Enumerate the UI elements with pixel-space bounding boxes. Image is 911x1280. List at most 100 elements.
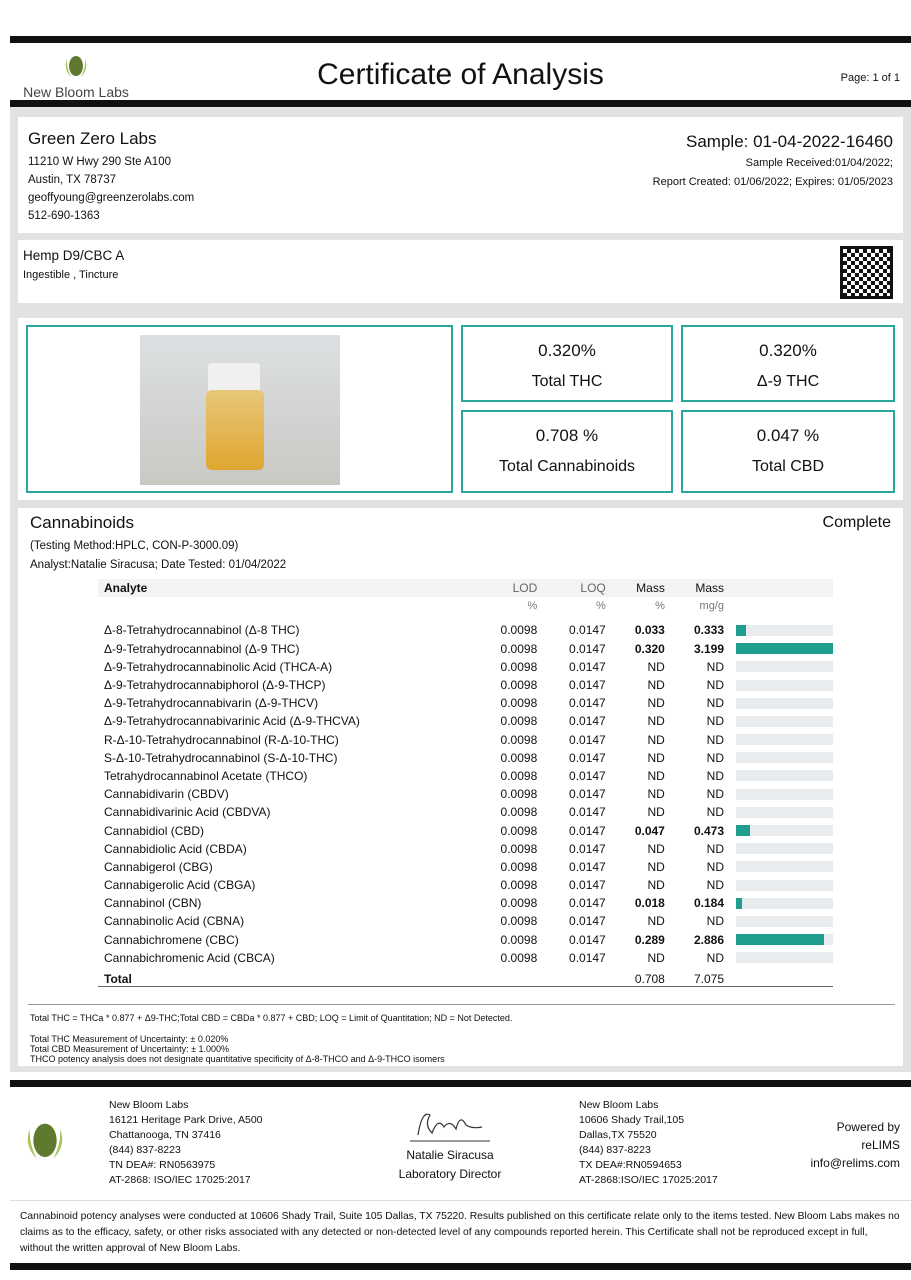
page-title: Certificate of Analysis: [317, 58, 604, 91]
total-thc-label: Total THC: [531, 373, 603, 390]
cell-mass-mg: 2.886: [693, 932, 724, 947]
cell-analyte: Cannabidivarin (CBDV): [104, 787, 229, 802]
cell-analyte: Cannabigerolic Acid (CBGA): [104, 878, 256, 893]
signature-image: [410, 1113, 490, 1142]
mass-bar-track: [736, 734, 833, 746]
qr-code[interactable]: [840, 246, 893, 299]
cell-analyte: Cannabidivarinic Acid (CBDVA): [104, 805, 271, 820]
table-row: Δ-9-Tetrahydrocannabinolic Acid (THCA-A)…: [98, 658, 833, 676]
mass-bar: [736, 934, 824, 946]
footer-rule: [10, 1080, 911, 1087]
table-row: Δ-9-Tetrahydrocannabiphorol (Δ-9-THCP) 0.…: [98, 676, 833, 694]
table-row: Cannabidiol (CBD) 0.0098 0.0147 0.047 0.473: [98, 821, 833, 839]
cell-mass-mg: ND: [706, 714, 724, 729]
table-row: S-Δ-10-Tetrahydrocannabinol (S-Δ-10-THC)…: [98, 749, 833, 767]
lab1-city: Chattanooga, TN 37416: [109, 1129, 221, 1141]
cell-mass-pct: ND: [647, 787, 665, 802]
cell-mass-mg: 0.473: [693, 823, 724, 838]
cell-mass-mg: ND: [706, 750, 724, 765]
lab1-phone: (844) 837-8223: [109, 1144, 181, 1156]
cell-mass-pct: ND: [647, 805, 665, 820]
mass-bar: [736, 825, 751, 837]
cell-loq: 0.0147: [569, 678, 606, 693]
cell-analyte: Cannabichromenic Acid (CBCA): [104, 950, 275, 965]
d9-thc-label: Δ-9 THC: [756, 373, 820, 390]
cell-loq: 0.0147: [569, 914, 606, 929]
client-email: geoffyoung@greenzerolabs.com: [28, 192, 195, 204]
total-cbd-card: 0.047 % Total CBD: [681, 410, 895, 493]
table-header-row: Analyte LOD LOQ Mass Mass: [98, 579, 833, 598]
total-row: Total 0.708 7.075: [98, 967, 833, 991]
cell-lod: 0.0098: [500, 750, 538, 765]
mass-bar-track: [736, 897, 833, 909]
cell-mass-mg: 3.199: [693, 641, 724, 656]
leaf-logo-icon: [65, 56, 87, 77]
cell-mass-mg: ND: [706, 787, 724, 802]
cell-lod: 0.0098: [500, 696, 538, 711]
client-city: Austin, TX 78737: [28, 174, 117, 186]
cell-mass-mg: ND: [706, 950, 724, 965]
mass-bar-track: [736, 770, 833, 782]
mass-bar-track: [736, 825, 833, 837]
col-loq: LOQ: [580, 581, 606, 596]
cell-mass-mg: ND: [706, 878, 724, 893]
notes-rule: [28, 1004, 895, 1005]
cell-mass-pct: ND: [647, 878, 665, 893]
testing-method: (Testing Method:HPLC, CON-P-3000.09): [30, 540, 239, 552]
disclaimer: Cannabinoid potency analyses were conduc…: [20, 1211, 900, 1254]
cell-mass-mg: ND: [706, 859, 724, 874]
cannabinoids-table: Analyte LOD LOQ Mass Mass % % % mg/g Δ-8…: [98, 579, 833, 991]
mass-bar-track: [736, 752, 833, 764]
sample-photo-frame: [26, 325, 453, 493]
unit-mass-pct: %: [655, 600, 665, 613]
mass-bar-track: [736, 788, 833, 800]
summary-panel: 0.320% Total THC 0.320% Δ-9 THC 0.708 % Tot…: [18, 318, 903, 500]
lab2-street: 10606 Shady Trail,105: [579, 1114, 685, 1126]
cell-lod: 0.0098: [500, 805, 538, 820]
cell-mass-pct: ND: [647, 750, 665, 765]
lab1-address: New Bloom Labs 16121 Heritage Park Drive…: [109, 1098, 263, 1188]
table-row: R-Δ-10-Tetrahydrocannabinol (R-Δ-10-THC)…: [98, 731, 833, 749]
cell-loq: 0.0147: [569, 932, 606, 947]
cell-mass-pct: ND: [647, 768, 665, 783]
cell-analyte: Δ-9-Tetrahydrocannabivarinic Acid (Δ-9-T…: [104, 714, 360, 729]
cell-lod: 0.0098: [500, 859, 538, 874]
relims-email[interactable]: info@relims.com: [810, 1156, 900, 1170]
total-cell: Total: [104, 971, 132, 986]
table-row: Cannabigerolic Acid (CBGA) 0.0098 0.0147 ND…: [98, 876, 833, 894]
col-lod: LOD: [512, 581, 538, 596]
lab2-name: New Bloom Labs: [579, 1099, 659, 1111]
cell-analyte: Δ-9-Tetrahydrocannabiphorol (Δ-9-THCP): [104, 678, 326, 693]
unit-mass-mg: mg/g: [699, 600, 724, 613]
cell-analyte: Cannabidiolic Acid (CBDA): [104, 841, 247, 856]
lab-logo: New Bloom Labs: [20, 55, 132, 100]
table-row: Cannabigerol (CBG) 0.0098 0.0147 ND ND: [98, 858, 833, 876]
cell-mass-pct: ND: [647, 950, 665, 965]
page-number: Page: 1 of 1: [840, 72, 900, 84]
d9-thc-card: 0.320% Δ-9 THC: [681, 325, 895, 402]
cell-lod: 0.0098: [500, 714, 538, 729]
total-cannabinoids-value: 0.708 %: [535, 426, 599, 445]
cell-analyte: S-Δ-10-Tetrahydrocannabinol (S-Δ-10-THC): [104, 750, 338, 765]
cell-mass-pct: ND: [647, 714, 665, 729]
mass-bar: [736, 624, 747, 636]
table-row: Δ-9-Tetrahydrocannabivarinic Acid (Δ-9-T…: [98, 712, 833, 730]
cell-mass-pct: ND: [647, 696, 665, 711]
cell-loq: 0.0147: [569, 823, 606, 838]
mass-bar-track: [736, 915, 833, 927]
cell-loq: 0.0147: [569, 805, 606, 820]
cell-mass-pct: 0.033: [634, 623, 665, 638]
lab1-iso: AT-2868: ISO/IEC 17025:2017: [109, 1174, 251, 1186]
mass-bar-track: [736, 643, 833, 655]
cell-loq: 0.0147: [569, 878, 606, 893]
lab1-name: New Bloom Labs: [109, 1099, 189, 1111]
cell-mass-mg: ND: [706, 805, 724, 820]
table-row: Cannabichromene (CBC) 0.0098 0.0147 0.289 2.…: [98, 931, 833, 949]
client-info-panel: Green Zero Labs 11210 W Hwy 290 Ste A100…: [18, 117, 903, 233]
cell-analyte: Cannabigerol (CBG): [104, 859, 213, 874]
table-row: Cannabidiolic Acid (CBDA) 0.0098 0.0147 ND N…: [98, 840, 833, 858]
cell-lod: 0.0098: [500, 914, 538, 929]
cell-mass-mg: ND: [706, 732, 724, 747]
cell-mass-mg: ND: [706, 841, 724, 856]
cell-loq: 0.0147: [569, 750, 606, 765]
